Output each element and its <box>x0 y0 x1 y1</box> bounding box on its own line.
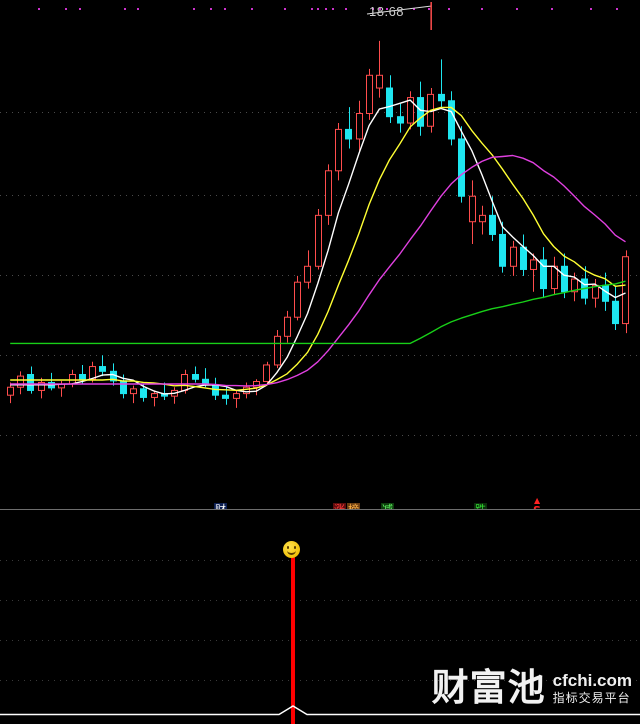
candle <box>48 372 55 391</box>
candle <box>510 240 517 276</box>
candle <box>58 380 65 397</box>
marker-sell-signal[interactable]: S <box>532 504 542 509</box>
candle <box>551 256 558 295</box>
candle <box>366 68 373 120</box>
candle <box>376 40 383 98</box>
candle <box>17 371 24 395</box>
signal-indicator-panel[interactable]: 财富池 cfchi.com 指标交易平台 <box>0 512 640 724</box>
candle <box>386 75 393 124</box>
candle <box>345 107 352 149</box>
marker-cai[interactable]: 财 <box>214 503 227 509</box>
candle <box>335 123 342 181</box>
top-signal-dot <box>448 8 450 10</box>
top-signal-dot <box>311 8 313 10</box>
candle <box>263 361 270 385</box>
marker-die[interactable]: 跌 <box>474 503 487 509</box>
candle <box>592 279 599 308</box>
indicator-canvas[interactable] <box>0 512 640 724</box>
top-signal-dot <box>428 8 430 10</box>
top-signal-dot <box>325 8 327 10</box>
candle <box>315 208 322 270</box>
candle <box>356 100 363 152</box>
top-signal-dot <box>193 8 195 10</box>
top-signal-dot <box>317 8 319 10</box>
top-signal-dot <box>124 8 126 10</box>
top-signal-dot <box>386 8 388 10</box>
candle <box>438 59 445 108</box>
candlestick-canvas[interactable] <box>0 0 640 509</box>
panel-divider <box>0 509 640 510</box>
main-price-panel[interactable]: 18.68 财 涨榜 减 跌 S▲ <box>0 0 640 509</box>
top-signal-dot <box>516 8 518 10</box>
top-signal-dot <box>210 8 212 10</box>
top-signal-dot <box>551 8 553 10</box>
indicator-baseline <box>0 705 640 716</box>
marker-jian[interactable]: 减 <box>381 503 394 509</box>
signal-bar <box>291 552 295 724</box>
top-signal-dot <box>345 8 347 10</box>
top-signal-dot <box>65 8 67 10</box>
candle <box>612 285 619 330</box>
candle <box>530 253 537 292</box>
candle <box>469 180 476 244</box>
top-signal-dot <box>251 8 253 10</box>
candle <box>520 234 527 276</box>
marker-zhang[interactable]: 涨 <box>333 503 346 509</box>
watermark: 财富池 cfchi.com 指标交易平台 <box>432 669 632 706</box>
candle <box>622 250 629 334</box>
watermark-url: cfchi.com <box>552 671 632 690</box>
candle <box>233 390 240 408</box>
candle <box>7 382 14 404</box>
candle <box>304 250 311 289</box>
ma5-line <box>10 99 626 395</box>
candle <box>151 390 158 407</box>
top-signal-dot <box>379 8 381 10</box>
smiley-face-icon <box>283 541 300 558</box>
candle <box>499 221 506 273</box>
smiley-eye-right <box>294 546 296 549</box>
candle <box>479 205 486 235</box>
candle <box>243 382 250 399</box>
price-annotation-arrow <box>366 5 432 15</box>
top-signal-dot <box>137 8 139 10</box>
top-signal-dot <box>224 8 226 10</box>
candle <box>448 91 455 146</box>
candle <box>284 310 291 343</box>
price-annotation-label: 18.68 <box>369 4 405 19</box>
candle <box>38 377 45 399</box>
watermark-tagline: 指标交易平台 <box>552 691 631 705</box>
sell-arrow-icon: ▲ <box>534 496 541 505</box>
candle <box>325 164 332 225</box>
candle <box>294 275 301 321</box>
top-signal-dot <box>38 8 40 10</box>
top-signal-dot <box>79 8 81 10</box>
candle <box>417 81 424 136</box>
watermark-brand: 财富池 <box>431 666 546 709</box>
smiley-mouth <box>287 549 296 555</box>
ma20-line <box>10 154 626 387</box>
candle <box>192 366 199 383</box>
top-signal-dot <box>284 8 286 10</box>
smiley-eye-left <box>287 546 289 549</box>
ma60-line <box>10 280 626 345</box>
candle <box>99 355 106 377</box>
candle <box>171 387 178 404</box>
candle <box>397 103 404 133</box>
marker-bang[interactable]: 榜 <box>347 503 360 509</box>
candle <box>253 379 260 396</box>
top-signal-dot <box>372 8 374 10</box>
top-signal-dot <box>481 8 483 10</box>
top-signal-dot <box>413 8 415 10</box>
top-signal-dot <box>616 8 618 10</box>
top-signal-dot <box>332 8 334 10</box>
candle <box>458 126 465 203</box>
candle <box>407 91 414 130</box>
candle <box>540 247 547 299</box>
watermark-right: cfchi.com 指标交易平台 <box>553 672 632 706</box>
ma10-line <box>10 106 626 391</box>
top-signal-dot <box>590 8 592 10</box>
candle <box>274 329 281 369</box>
candle <box>130 385 137 404</box>
